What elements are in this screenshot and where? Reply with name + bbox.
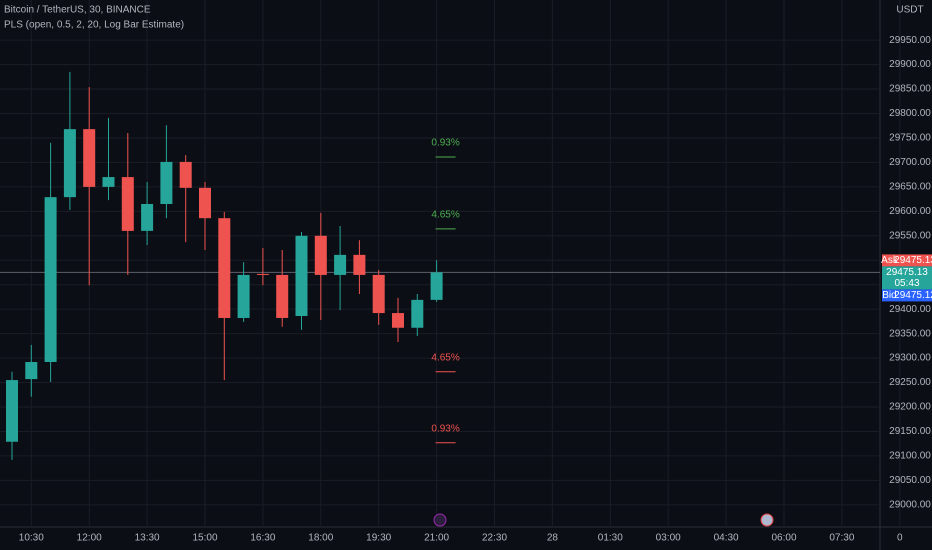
- candle-body: [6, 380, 18, 442]
- level-label: 0.93%: [431, 423, 459, 434]
- candle-body: [392, 313, 404, 328]
- x-tick-label: 19:30: [366, 533, 391, 544]
- y-tick-label: 29750.00: [889, 133, 931, 144]
- last-price-badge: [882, 266, 932, 279]
- y-tick-label: 29800.00: [889, 108, 931, 119]
- x-tick-label: 04:30: [714, 533, 739, 544]
- x-tick-label: 12:00: [77, 533, 102, 544]
- candle-body: [44, 197, 57, 362]
- y-tick-label: 29050.00: [889, 475, 931, 486]
- y-tick-label: 29350.00: [889, 328, 931, 339]
- countdown-badge: [882, 277, 932, 290]
- bid-price-text: 29475.12: [894, 290, 932, 301]
- candle-body: [160, 161, 173, 204]
- y-tick-label: 29700.00: [889, 157, 931, 168]
- x-tick-label: 15:00: [192, 533, 217, 544]
- x-tick-label: 13:30: [135, 533, 160, 544]
- symbol-title: Bitcoin / TetherUS, 30, BINANCE: [4, 5, 151, 16]
- y-tick-label: 29650.00: [889, 182, 931, 193]
- x-tick-label: 18:00: [308, 533, 333, 544]
- candle-body: [430, 272, 443, 300]
- event-icon[interactable]: [433, 513, 447, 527]
- candle-body: [256, 273, 269, 275]
- candle-body: [314, 235, 327, 275]
- y-tick-label: 29550.00: [889, 230, 931, 241]
- bid-label-badge: [882, 289, 897, 302]
- indicator-title: PLS (open, 0.5, 2, 20, Log Bar Estimate): [4, 20, 184, 31]
- ask-price-badge: [897, 254, 932, 267]
- y-tick-label: 29100.00: [889, 451, 931, 462]
- x-tick-label: 03:00: [656, 533, 681, 544]
- candle-body: [102, 177, 115, 187]
- y-tick-label: 29000.00: [889, 499, 931, 510]
- candle-body: [25, 361, 38, 380]
- candle-body: [237, 274, 250, 318]
- candle-body: [353, 254, 366, 275]
- y-tick-label: 29400.00: [889, 304, 931, 315]
- last-price-text: 29475.13: [886, 267, 928, 278]
- ask-label-badge: [882, 254, 897, 267]
- candle-body: [334, 254, 347, 275]
- event-icons: [433, 513, 774, 527]
- event-icon[interactable]: [760, 513, 774, 527]
- x-tick-label: 0: [897, 533, 903, 544]
- candle-body: [276, 274, 289, 318]
- ask-price-text: 29475.13: [894, 255, 932, 266]
- ask-label-text: Ask: [881, 255, 899, 266]
- candle-body: [411, 299, 424, 328]
- y-tick-label: 29300.00: [889, 353, 931, 364]
- candle-body: [179, 161, 192, 188]
- candle-body: [141, 203, 154, 231]
- countdown-text: 05:43: [894, 278, 919, 289]
- grid: [0, 0, 901, 527]
- x-tick-label: 06:00: [771, 533, 796, 544]
- candle-body: [372, 274, 385, 314]
- candle-body: [199, 187, 211, 219]
- candle-body: [63, 129, 76, 198]
- y-tick-label: 29150.00: [889, 426, 931, 437]
- x-tick-label: 01:30: [598, 533, 623, 544]
- x-tick-label: 16:30: [250, 533, 275, 544]
- level-label: 0.93%: [431, 138, 459, 149]
- x-tick-label: 28: [547, 533, 559, 544]
- x-tick-label: 22:30: [482, 533, 507, 544]
- y-tick-label: 29600.00: [889, 206, 931, 217]
- x-tick-label: 10:30: [19, 533, 44, 544]
- candle-body: [218, 218, 231, 318]
- y-tick-label: 29850.00: [889, 84, 931, 95]
- x-tick-label: 07:30: [829, 533, 854, 544]
- candle-body: [83, 129, 96, 187]
- plot: [0, 71, 880, 460]
- level-label: 4.65%: [431, 352, 459, 363]
- y-tick-label: 29900.00: [889, 59, 931, 70]
- y-tick-label: 29950.00: [889, 35, 931, 46]
- y-tick-label: 29200.00: [889, 402, 931, 413]
- x-tick-label: 21:00: [424, 533, 449, 544]
- candle-body: [295, 235, 308, 317]
- candle-body: [121, 177, 134, 231]
- bid-price-badge: [897, 289, 932, 302]
- y-tick-label: 29250.00: [889, 377, 931, 388]
- bid-label-text: Bid: [882, 290, 896, 301]
- currency: USDT: [896, 5, 923, 16]
- level-label: 4.65%: [431, 210, 459, 221]
